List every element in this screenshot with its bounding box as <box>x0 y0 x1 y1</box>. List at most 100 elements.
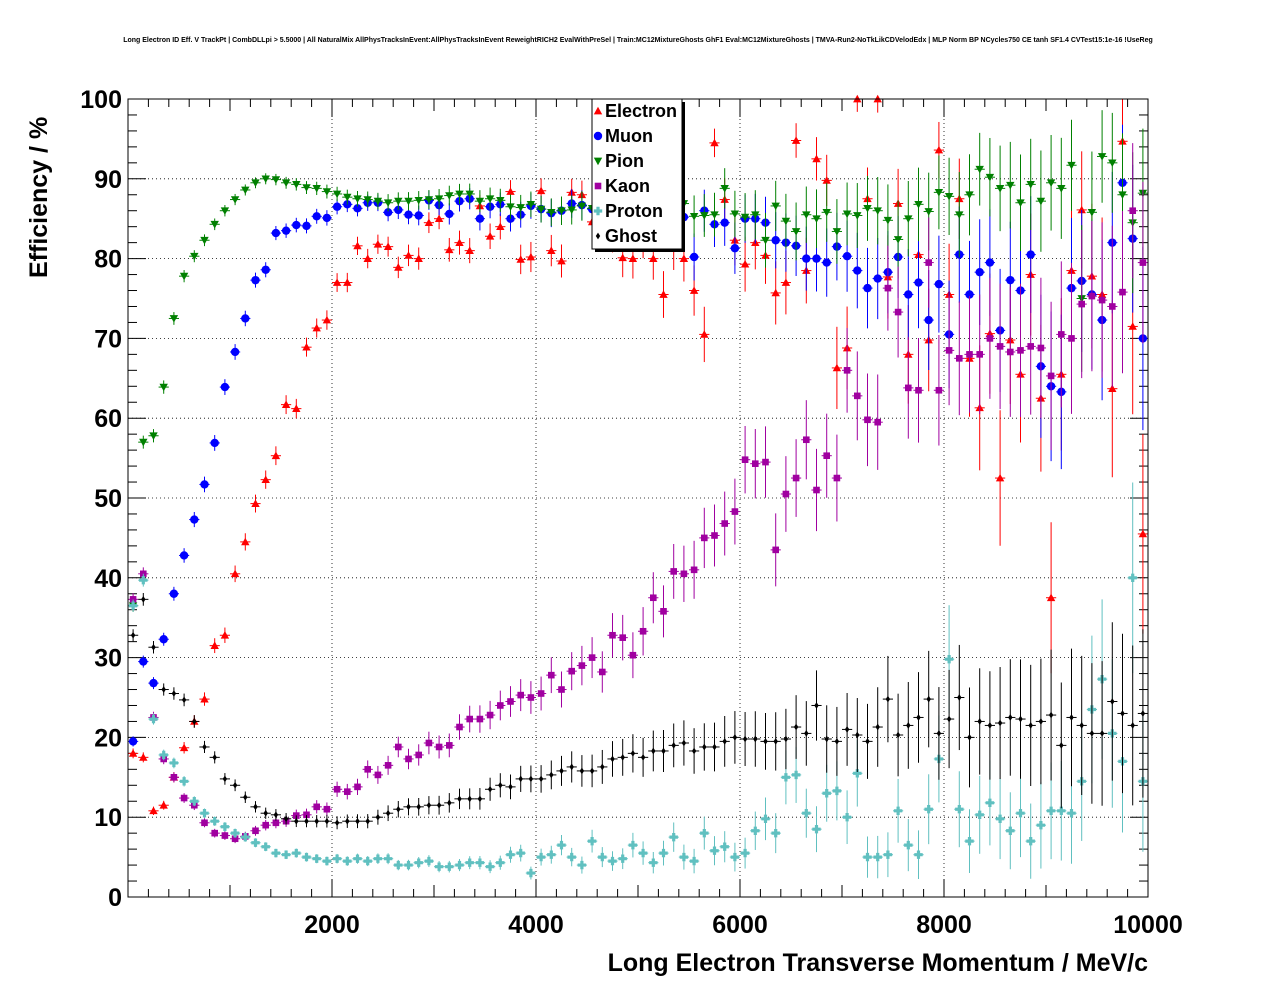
data-point <box>128 737 138 746</box>
data-point <box>396 805 401 813</box>
data-point <box>130 631 136 639</box>
data-point <box>323 805 331 813</box>
data-point <box>353 854 362 863</box>
chart-title: Long Electron ID Eff. V TrackPt | CombDL… <box>123 37 1153 44</box>
data-point <box>720 842 729 851</box>
data-point <box>517 691 524 699</box>
data-point <box>1006 181 1015 190</box>
data-point <box>210 438 219 448</box>
data-point <box>935 386 943 394</box>
data-point <box>251 275 260 285</box>
data-point <box>762 458 769 466</box>
data-point <box>771 202 780 211</box>
data-point <box>526 200 536 209</box>
data-point <box>475 197 485 206</box>
legend-marker <box>594 182 602 190</box>
data-point <box>364 766 371 773</box>
data-point <box>732 734 738 741</box>
data-point <box>781 278 791 286</box>
data-point <box>893 806 903 816</box>
data-point <box>1027 343 1034 350</box>
data-point <box>853 769 862 778</box>
axes: 2000 4000 6000 8000 10000 0 10 20 30 40 50 60 70 80 90… <box>80 86 1182 939</box>
data-point <box>324 817 330 825</box>
data-point <box>987 722 993 729</box>
data-point <box>171 690 177 697</box>
data-point <box>557 840 566 850</box>
y-tick-label: 0 <box>108 884 122 912</box>
data-point <box>710 138 719 147</box>
data-point <box>793 723 799 731</box>
data-point <box>353 195 362 203</box>
legend-label: Proton <box>605 201 663 221</box>
data-point <box>332 854 342 863</box>
data-point <box>975 165 984 174</box>
data-point <box>944 654 954 664</box>
data-point <box>638 848 648 858</box>
legend-label: Muon <box>605 126 653 146</box>
data-point <box>547 246 556 254</box>
y-tick-label: 10 <box>94 804 122 832</box>
data-point <box>159 801 168 809</box>
data-point <box>853 212 862 220</box>
data-point <box>334 819 340 827</box>
data-point <box>853 266 862 275</box>
data-point <box>281 226 291 235</box>
data-point <box>924 805 933 814</box>
y-tick-label: 60 <box>94 405 122 433</box>
data-point <box>312 323 321 332</box>
data-point <box>690 566 698 574</box>
data-point <box>385 809 391 817</box>
data-point <box>689 212 699 221</box>
data-point <box>312 854 321 863</box>
data-point <box>966 351 973 358</box>
data-point <box>190 515 199 524</box>
data-point <box>507 698 514 705</box>
data-point <box>261 475 270 484</box>
legend-label: Pion <box>605 151 644 171</box>
data-point <box>436 801 442 809</box>
data-point <box>1046 179 1056 187</box>
data-point <box>639 627 647 635</box>
data-point <box>508 783 513 791</box>
data-point <box>415 751 422 759</box>
data-point <box>855 731 860 739</box>
data-point <box>659 290 668 298</box>
data-point <box>414 858 423 867</box>
data-point <box>181 696 187 704</box>
data-point <box>884 284 892 292</box>
data-point <box>773 737 778 745</box>
data-point <box>812 215 821 223</box>
data-point <box>281 400 291 408</box>
data-point <box>689 286 699 294</box>
data-point <box>955 805 964 814</box>
data-point <box>965 836 974 846</box>
data-point <box>253 803 258 811</box>
data-point <box>559 767 564 775</box>
data-point <box>355 817 360 825</box>
data-point <box>1008 714 1013 721</box>
data-point <box>272 819 280 827</box>
data-point <box>934 279 944 289</box>
data-point <box>404 251 413 259</box>
data-point <box>425 739 433 747</box>
data-point <box>924 208 933 216</box>
data-point <box>179 551 189 560</box>
data-point <box>914 200 923 209</box>
data-point <box>914 850 923 859</box>
data-point <box>302 342 311 351</box>
data-point <box>700 212 709 220</box>
data-point <box>200 236 209 245</box>
data-point <box>179 743 189 752</box>
y-axis-title: Efficiency / % <box>25 117 53 278</box>
data-point <box>241 314 250 323</box>
data-point <box>506 187 515 195</box>
data-point <box>916 714 921 721</box>
data-point <box>322 213 332 223</box>
data-point <box>263 809 268 817</box>
data-point <box>730 244 740 253</box>
data-point <box>630 749 636 757</box>
data-point <box>1128 573 1137 582</box>
data-point <box>271 228 281 238</box>
